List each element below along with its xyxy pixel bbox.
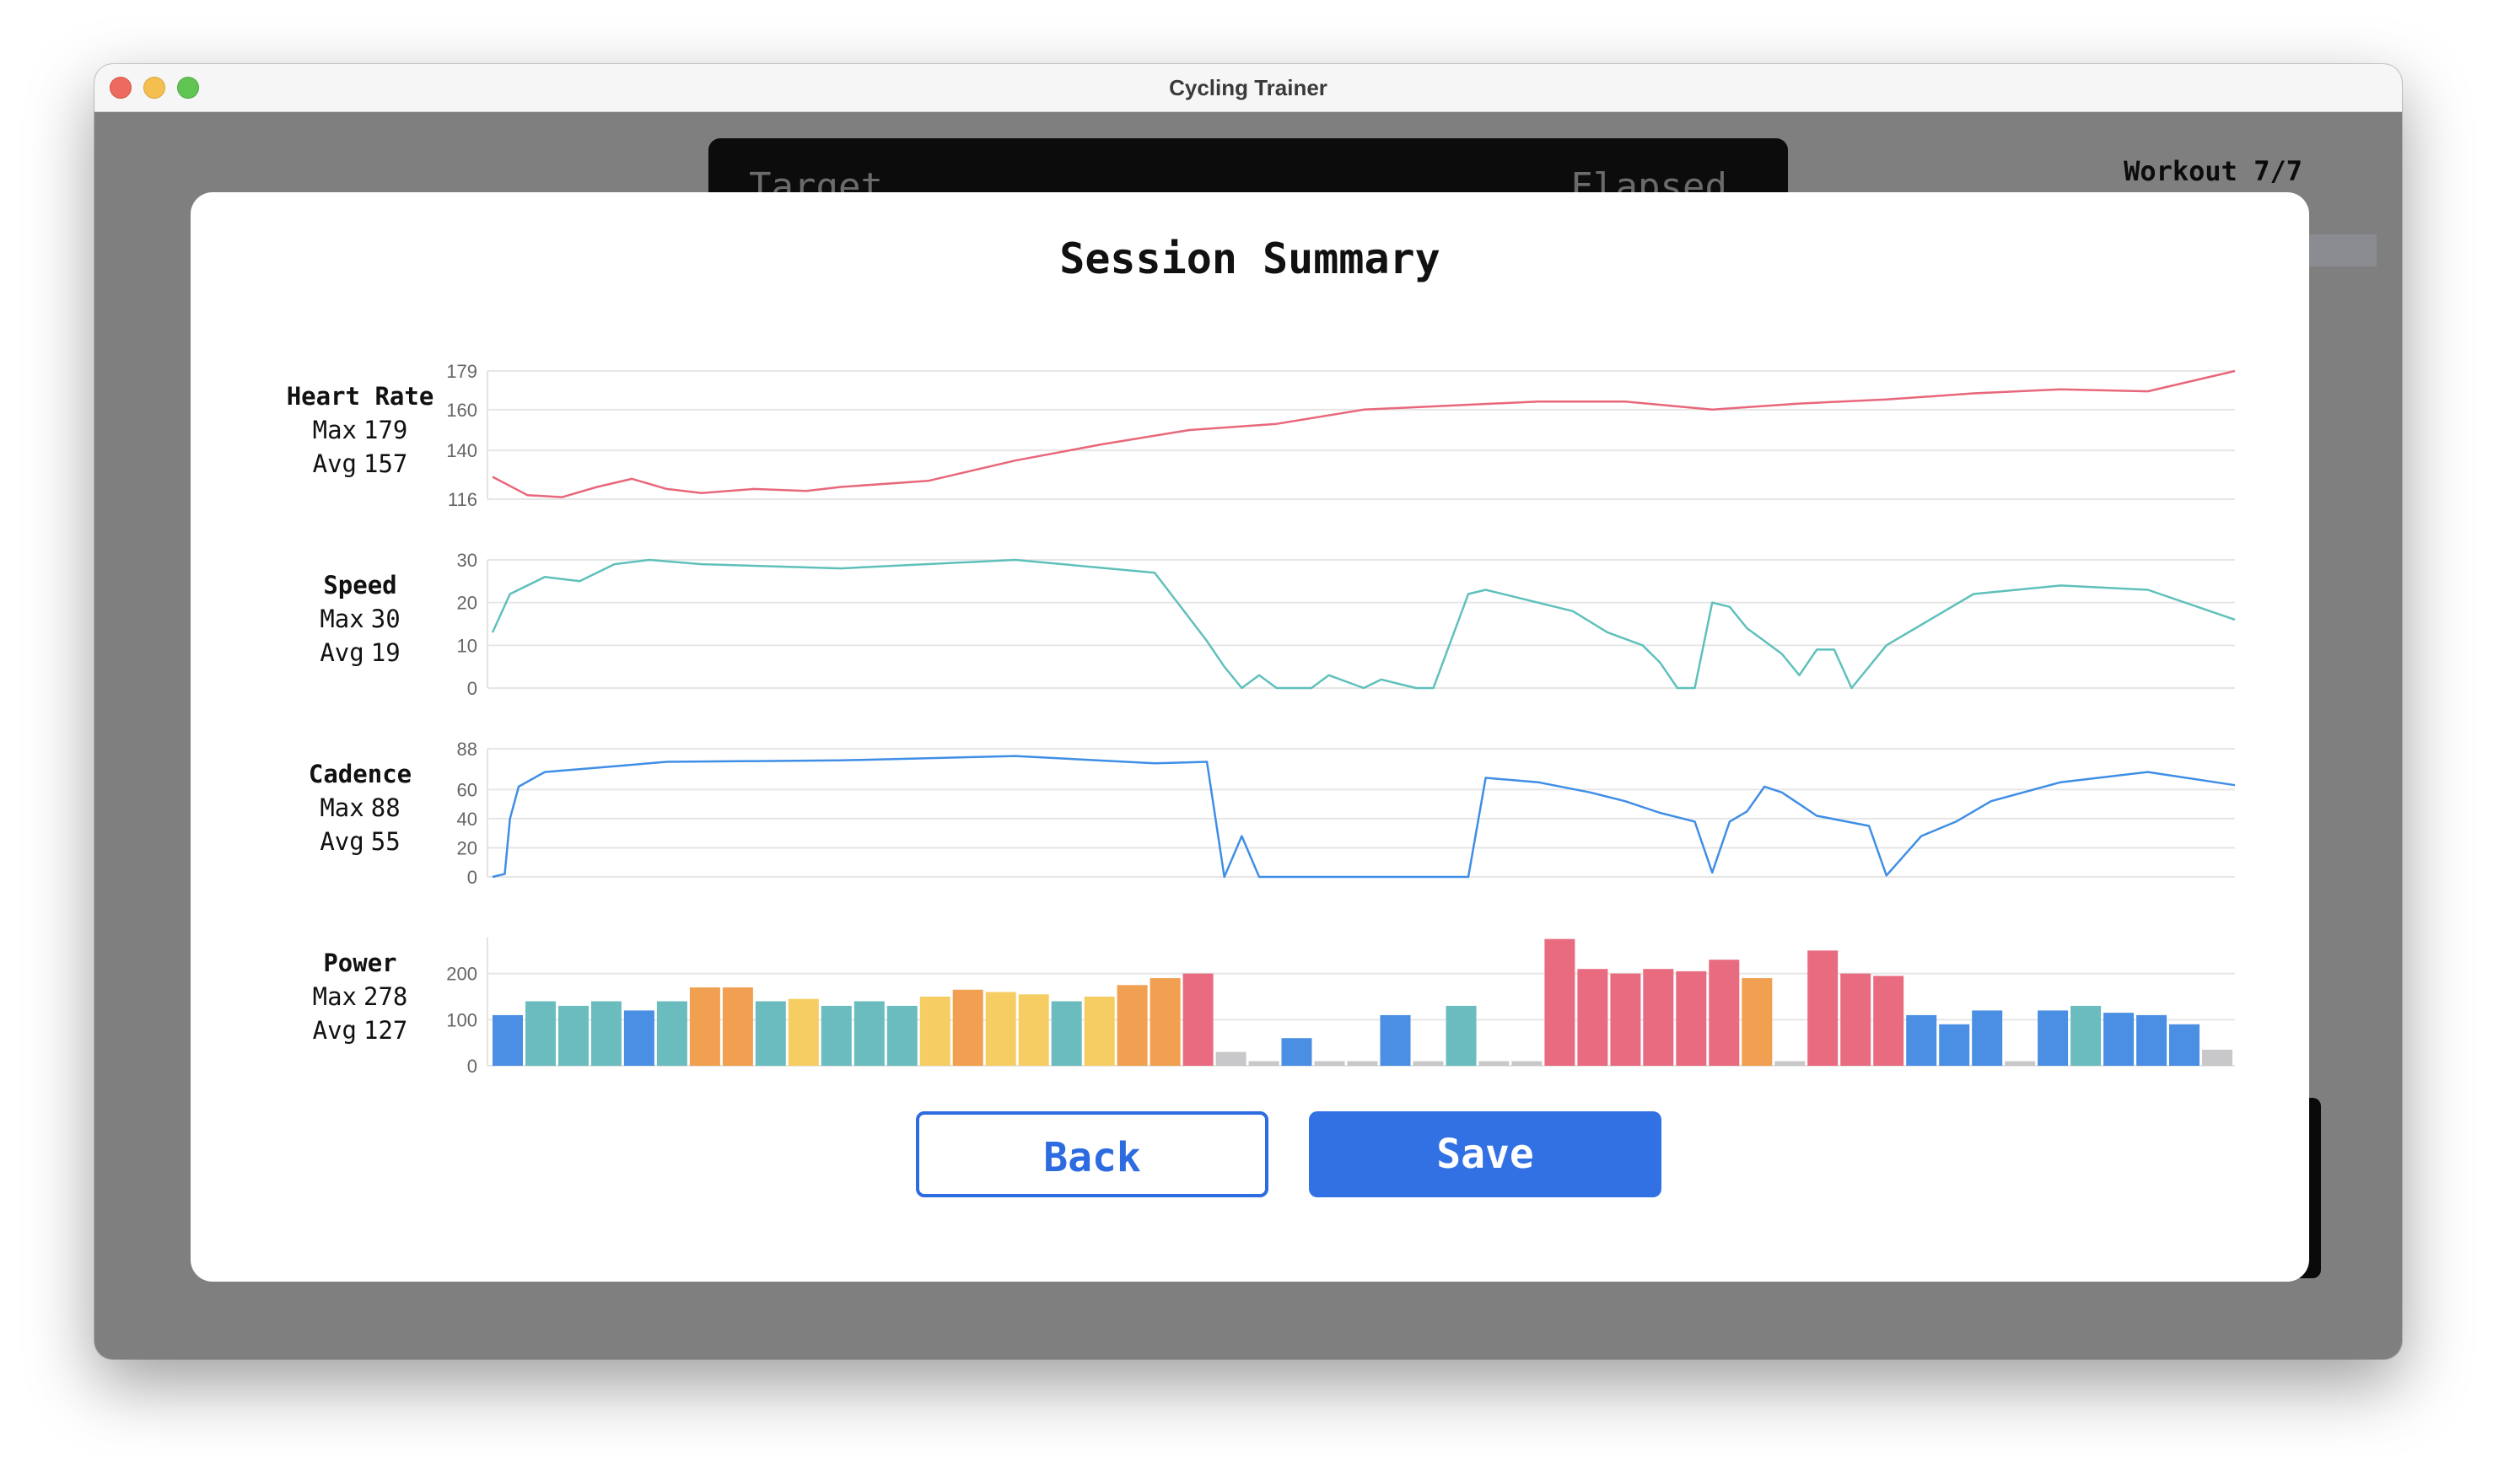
power-bar (1807, 950, 1839, 1066)
power-bar (1150, 978, 1181, 1066)
power-tick-label: 0 (467, 1056, 477, 1077)
power-tick-label: 200 (446, 964, 477, 985)
power-max: Max 278 (312, 982, 408, 1011)
cadence-tick-label: 88 (457, 739, 477, 760)
power-bar (1248, 1061, 1279, 1066)
cadence-stats: Cadence Max 88 Avg 55 (258, 757, 462, 858)
power-bar (558, 1005, 589, 1066)
power-bar (1117, 985, 1148, 1066)
heart-rate-tick-label: 179 (446, 361, 477, 382)
power-bar (952, 989, 983, 1066)
dialog-title: Session Summary (1059, 234, 1440, 283)
cadence-max: Max 88 (320, 793, 401, 822)
power-bar (1446, 1005, 1477, 1066)
heart-rate-avg: Avg 157 (312, 449, 408, 478)
heart-rate-max: Max 179 (312, 416, 408, 444)
power-bar (1873, 976, 1904, 1066)
speed-tick-label: 30 (457, 550, 477, 571)
power-bar (722, 987, 753, 1066)
power-bar (1511, 1061, 1543, 1066)
heart-rate-stats: Heart Rate Max 179 Avg 157 (258, 379, 462, 481)
power-bar (919, 997, 950, 1066)
speed-line (491, 558, 2236, 690)
power-bar (853, 1001, 885, 1066)
speed-avg: Avg 19 (320, 638, 401, 667)
power-bar (1840, 973, 1871, 1066)
power-bar (1051, 1001, 1082, 1066)
power-bar (985, 992, 1016, 1066)
background-workout-label: Workout 7/7 (2124, 155, 2302, 187)
power-bar (1577, 969, 1608, 1066)
power-bar (656, 1001, 687, 1066)
power-bar (1413, 1061, 1444, 1066)
power-bar (1380, 1014, 1411, 1066)
session-charts: 116 140 160 179 0 10 20 30 0 20 40 60 88 0 100 200 (446, 361, 2236, 1077)
power-bar (1314, 1061, 1345, 1066)
heart-rate-label: Heart Rate (286, 382, 434, 411)
close-window-button[interactable] (110, 77, 132, 99)
speed-tick-label: 20 (457, 593, 477, 614)
session-summary-dialog: Session Summary Heart Rate Max 179 Avg 157… (191, 192, 2309, 1282)
power-bar (1709, 960, 1740, 1066)
power-tick-label: 100 (446, 1009, 477, 1030)
cadence-tick-label: 60 (457, 779, 477, 800)
heart-rate-tick-label: 116 (448, 489, 477, 510)
power-bar (821, 1005, 852, 1066)
heart-rate-tick-label: 160 (446, 400, 477, 421)
power-bar (1774, 1061, 1806, 1066)
power-bar (1215, 1051, 1246, 1066)
speed-label: Speed (323, 571, 397, 600)
power-bar (1972, 1010, 2003, 1066)
power-stats: Power Max 278 Avg 127 (258, 946, 462, 1047)
power-bar (1347, 1061, 1378, 1066)
power-bar (1939, 1024, 1970, 1066)
power-bar (525, 1001, 556, 1066)
heart-rate-line (492, 369, 2236, 498)
back-button[interactable]: Back (916, 1111, 1268, 1197)
cadence-tick-label: 0 (467, 867, 477, 888)
cadence-avg: Avg 55 (320, 827, 401, 856)
power-bar (590, 1001, 622, 1066)
power-bar (2103, 1013, 2135, 1066)
heart-rate-tick-label: 140 (446, 440, 477, 461)
power-bar (1610, 973, 1641, 1066)
power-bar (2169, 1024, 2200, 1066)
power-bar (1544, 938, 1575, 1066)
power-bar (2070, 1005, 2102, 1066)
cadence-tick-label: 20 (457, 837, 477, 858)
window-title: Cycling Trainer (1169, 75, 1327, 100)
speed-max: Max 30 (320, 605, 401, 633)
power-bar (493, 1014, 523, 1066)
power-bar (1182, 973, 1214, 1066)
power-label: Power (323, 949, 397, 977)
speed-tick-label: 10 (457, 635, 477, 656)
maximize-window-button[interactable] (177, 77, 199, 99)
cadence-label: Cadence (308, 760, 412, 788)
title-bar: Cycling Trainer (94, 64, 2402, 112)
minimize-window-button[interactable] (143, 77, 165, 99)
power-bar (2136, 1014, 2167, 1066)
power-bar (1478, 1061, 1510, 1066)
power-bar (2202, 1049, 2232, 1066)
power-bar (1676, 971, 1707, 1066)
speed-tick-label: 0 (467, 678, 477, 699)
cadence-line (492, 755, 2236, 879)
power-bar (1281, 1038, 1312, 1066)
power-bar (1906, 1014, 1937, 1066)
power-bar (1018, 994, 1049, 1066)
power-bar (689, 987, 720, 1066)
power-bar (788, 998, 819, 1066)
speed-stats: Speed Max 30 Avg 19 (258, 568, 462, 669)
power-bar (2005, 1061, 2036, 1066)
power-bar (623, 1010, 654, 1066)
power-bar (1643, 969, 1674, 1066)
power-bar (755, 1001, 786, 1066)
power-bar (1084, 997, 1115, 1066)
cadence-tick-label: 40 (457, 809, 477, 830)
power-bar (886, 1005, 918, 1066)
save-button[interactable]: Save (1309, 1111, 1661, 1197)
power-avg: Avg 127 (312, 1016, 408, 1045)
power-bar (2038, 1010, 2069, 1066)
power-bar (1742, 978, 1773, 1066)
